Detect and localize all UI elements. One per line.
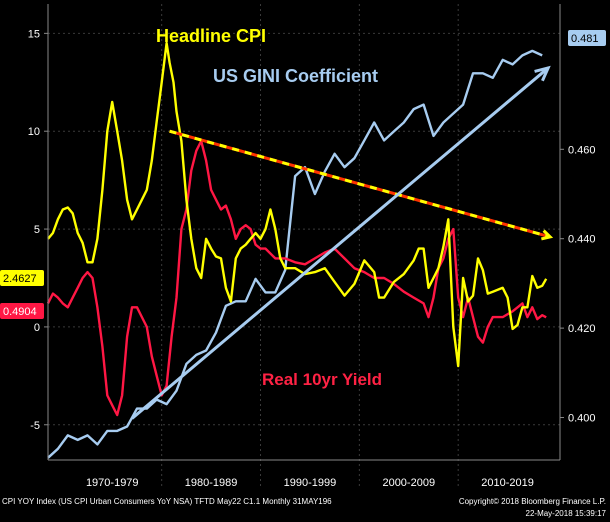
left-tick-label: 5 bbox=[34, 224, 40, 236]
right-tick-label: 0.420 bbox=[568, 323, 596, 335]
left-tick-label: 10 bbox=[28, 126, 40, 138]
real-10yr-yield-line bbox=[46, 139, 547, 417]
grid bbox=[48, 4, 560, 486]
trend-layer bbox=[131, 65, 554, 420]
headline-cpi-title: Headline CPI bbox=[156, 26, 266, 46]
right-tick-label: 0.440 bbox=[568, 234, 596, 246]
right-tick-label: 0.460 bbox=[568, 144, 596, 156]
left-tick-label: 15 bbox=[28, 28, 40, 40]
left-tick-label: 0 bbox=[34, 322, 40, 334]
x-tick-label: 1970-1979 bbox=[86, 477, 139, 489]
yield-last-value: 0.4904 bbox=[3, 306, 37, 318]
real-yield-title: Real 10yr Yield bbox=[262, 370, 382, 389]
cpi-last-value: 2.4627 bbox=[3, 273, 37, 285]
cpi-yield-peak-trend bbox=[169, 129, 551, 239]
gini-trend-arrow bbox=[131, 66, 550, 420]
yield-last-value-badge: 0.4904 bbox=[0, 303, 44, 319]
series-layer bbox=[46, 41, 548, 459]
footer-timestamp: 22-May-2018 15:39:17 bbox=[525, 509, 607, 518]
footer-source: CPI YOY Index (US CPI Urban Consumers Yo… bbox=[2, 497, 332, 506]
footer-copyright: Copyright© 2018 Bloomberg Finance L.P. bbox=[458, 497, 606, 506]
x-tick-label: 1990-1999 bbox=[284, 477, 337, 489]
gini-trend-arrow-head bbox=[534, 65, 551, 82]
x-tick-label: 2010-2019 bbox=[481, 477, 534, 489]
gini-last-value-badge: 0.481 bbox=[568, 30, 606, 46]
us-gini-coefficient-line bbox=[47, 49, 543, 459]
x-tick-label: 1980-1989 bbox=[185, 477, 238, 489]
gini-title: US GINI Coefficient bbox=[213, 66, 378, 86]
left-tick-label: -5 bbox=[30, 420, 40, 432]
gini-last-value: 0.481 bbox=[571, 33, 599, 45]
right-tick-label: 0.400 bbox=[568, 413, 596, 425]
headline-cpi-line bbox=[47, 41, 548, 368]
cpi-yield-peak-trend-head bbox=[541, 229, 554, 241]
cpi-last-value-badge: 2.4627 bbox=[0, 270, 44, 286]
x-tick-label: 2000-2009 bbox=[382, 477, 435, 489]
axis-layer: 15 10 5 0 -5 0.460 0.440 0.420 0.400 1970-1979 198… bbox=[28, 4, 596, 489]
